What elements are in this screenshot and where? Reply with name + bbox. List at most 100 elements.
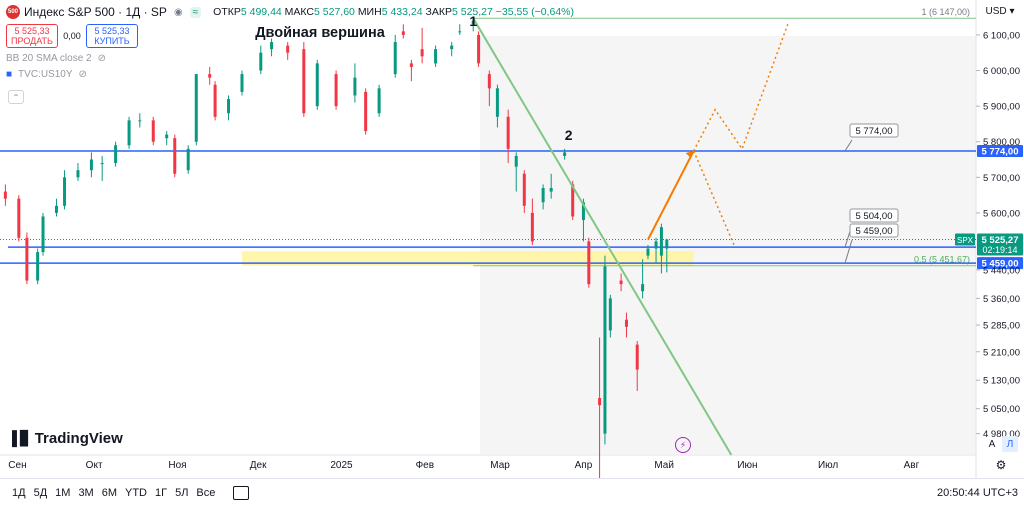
candle-body	[315, 63, 319, 107]
candle-body	[598, 398, 602, 406]
log-scale-button[interactable]: Л	[1002, 436, 1018, 452]
timeframe-6[interactable]: 1Г	[155, 487, 168, 499]
candle-body	[665, 239, 669, 249]
candle-body	[401, 31, 405, 35]
x-tick-label: Окт	[86, 460, 103, 471]
indicator-us10y[interactable]: ■ TVC:US10Y ⊘	[6, 68, 87, 80]
candle-body	[581, 202, 585, 221]
calendar-icon[interactable]	[233, 486, 250, 500]
candle-body	[17, 198, 21, 238]
candle-body	[36, 252, 40, 281]
timeframe-0[interactable]: 1Д	[12, 487, 26, 499]
candle-body	[393, 42, 397, 75]
callout-box	[849, 208, 899, 223]
candle-body	[151, 120, 155, 142]
settings-icon[interactable]: ⚙	[995, 458, 1007, 472]
indicator-bb[interactable]: BB 20 SMA close 2 ⊘	[6, 52, 106, 64]
callout-box	[849, 123, 899, 138]
timeframe-5[interactable]: YTD	[125, 487, 147, 499]
candle-body	[563, 152, 567, 156]
candle-body	[458, 31, 462, 33]
eye-icon[interactable]: ◉	[173, 6, 183, 18]
auto-scale-button[interactable]: A	[988, 438, 996, 450]
candle-body	[186, 148, 190, 171]
y-tick-label: 5 600,00	[983, 208, 1020, 219]
x-tick-label: Мар	[490, 460, 510, 471]
callout-box	[849, 223, 899, 238]
candle-body	[659, 227, 663, 256]
candle-body	[173, 138, 177, 174]
candle-body	[76, 170, 80, 178]
candle-body	[353, 77, 357, 96]
projection-arrowhead	[685, 150, 694, 158]
x-tick-label: Авг	[904, 460, 920, 471]
y-tick-label: 5 440,00	[983, 265, 1020, 276]
level-price-tag	[977, 257, 1023, 270]
ohlc-values: ОТКР5 499,44 МАКС5 527,60 МИН5 433,24 ЗА…	[213, 6, 574, 18]
horizontal-levels: 5 774,00 5 504,00 5 459,00 5 525,2702:19:14…	[0, 144, 1023, 270]
clock-readout[interactable]: 20:50:44 UTC+3	[936, 487, 1018, 499]
timeframe-8[interactable]: Все	[196, 487, 216, 499]
flag-icon: ■	[6, 68, 13, 80]
eye-off-icon[interactable]: ⊘	[78, 68, 87, 80]
wave-icon[interactable]: ≈	[189, 6, 202, 18]
candle-body	[619, 280, 623, 285]
fib-label: 1 (6 147,00)	[921, 7, 970, 17]
annotation-2: 2	[565, 127, 573, 143]
y-tick-label: 5 210,00	[983, 347, 1020, 358]
x-tick-label: Фев	[416, 460, 434, 471]
y-tick-label: 5 050,00	[983, 404, 1020, 415]
lightning-icon[interactable]: ⚡	[675, 437, 691, 453]
fib-label: 0,5 (5 451,67)	[914, 255, 970, 265]
price-axis[interactable]: 6 100,00 6 000,00 5 900,00 5 800,00 5 700,00…	[983, 30, 1020, 440]
projection-dotted-up	[693, 23, 789, 152]
candle-body	[194, 74, 198, 142]
x-tick-label: Сен	[8, 460, 26, 471]
last-price-countdown: 02:19:14	[982, 245, 1017, 255]
currency-dropdown[interactable]: USD ▾	[985, 5, 1015, 17]
collapse-chevron-icon[interactable]: ⌃	[8, 90, 24, 104]
candle-body	[165, 134, 169, 139]
chart-title: Двойная вершина	[255, 25, 386, 41]
fib-lines: 1 (6 147,00) 0,5 (5 451,67)	[473, 7, 976, 267]
candle-body	[654, 241, 658, 249]
symbol-title[interactable]: Индекс S&P 500 · 1Д · SP	[24, 5, 167, 19]
y-tick-label: 5 360,00	[983, 294, 1020, 305]
candle-body	[3, 191, 7, 199]
y-tick-label: 5 285,00	[983, 321, 1020, 332]
spread-value: 0,00	[63, 31, 81, 41]
candle-body	[25, 237, 29, 281]
candle-body	[100, 163, 104, 165]
candle-body	[240, 74, 244, 92]
price-chart[interactable]: 1 (6 147,00) 0,5 (5 451,67) 5 774,00 5 504…	[0, 0, 1024, 478]
trendline[interactable]	[472, 17, 733, 456]
buy-button[interactable]: 5 525,33 КУПИТЬ	[86, 24, 138, 48]
sell-button[interactable]: 5 525,33 ПРОДАТЬ	[6, 24, 58, 48]
candle-body	[409, 63, 413, 67]
y-tick-label: 6 000,00	[983, 66, 1020, 77]
level-price-tag	[977, 144, 1023, 157]
candle-body	[334, 74, 338, 107]
candle-body	[603, 266, 607, 434]
timeframe-3[interactable]: 3М	[78, 487, 94, 499]
candle-body	[286, 45, 290, 53]
candle-body	[471, 20, 475, 25]
timeframe-4[interactable]: 6М	[101, 487, 117, 499]
change-value: −35,55 (−0,64%)	[495, 6, 574, 18]
timeframe-7[interactable]: 5Л	[175, 487, 189, 499]
eye-off-icon[interactable]: ⊘	[97, 52, 106, 64]
timeframe-1[interactable]: 5Д	[33, 487, 48, 499]
tv-logo-icon: ▌▊	[12, 430, 31, 446]
candle-body	[208, 74, 212, 78]
annotation-1: 1	[469, 13, 477, 29]
level-price-label: 5 459,00	[982, 259, 1019, 270]
symbol-badge: 500	[6, 5, 20, 19]
candle-body	[114, 145, 118, 164]
candle-body	[587, 241, 591, 285]
candle-body	[138, 120, 142, 122]
time-axis[interactable]: Сен Окт Ноя Дек 2025 Фев Мар Апр Май Июн Июл Авг	[8, 460, 919, 471]
chevron-down-icon: ▾	[1009, 5, 1015, 17]
symbol-row: 500 Индекс S&P 500 · 1Д · SP ◉ ≈ ОТКР5 4…	[6, 4, 574, 20]
timeframe-2[interactable]: 1М	[55, 487, 71, 499]
projection-arrow	[647, 150, 695, 241]
